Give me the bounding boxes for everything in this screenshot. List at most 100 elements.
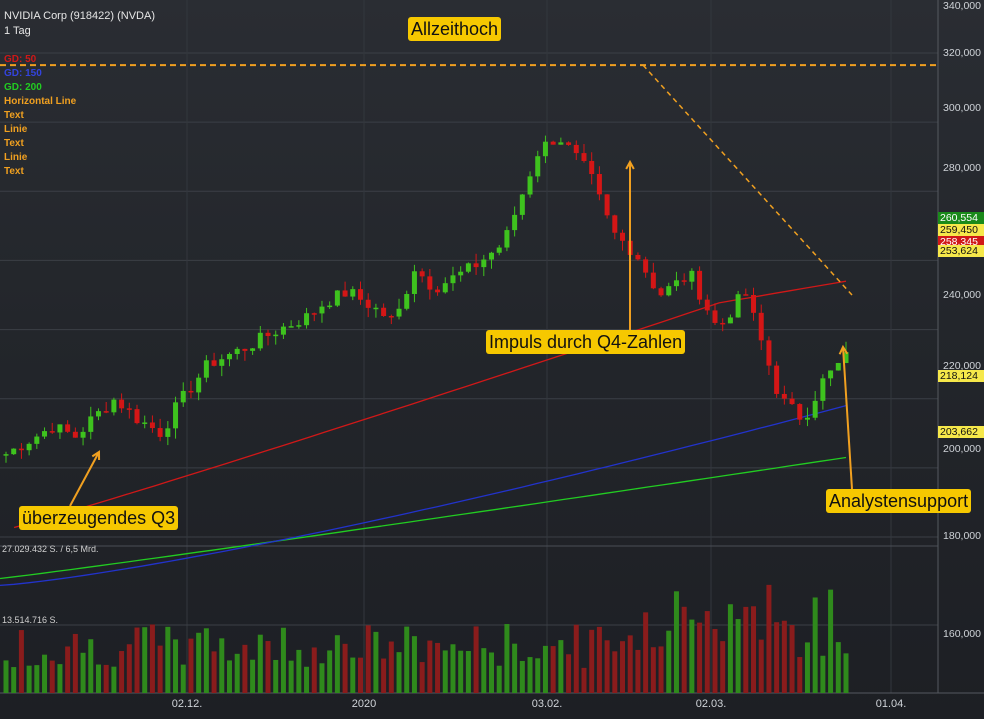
volume-bar bbox=[489, 652, 495, 693]
candle-body bbox=[604, 194, 610, 216]
volume-bar bbox=[828, 589, 834, 693]
volume-bar bbox=[512, 643, 518, 693]
price-tick: 320,000 bbox=[943, 47, 981, 59]
volume-bar bbox=[673, 591, 679, 693]
legend-text[interactable]: Text bbox=[4, 166, 24, 177]
impulse-arrow-head bbox=[625, 159, 635, 170]
candle-body bbox=[250, 348, 256, 351]
candle-body bbox=[173, 402, 179, 429]
legend-sma50[interactable]: GD: 50 bbox=[4, 54, 37, 65]
volume-bar bbox=[280, 627, 286, 693]
candle-body bbox=[704, 299, 710, 311]
candle-body bbox=[735, 294, 741, 318]
legend-sma200[interactable]: GD: 200 bbox=[4, 82, 42, 93]
volume-bar bbox=[519, 660, 525, 693]
legend-horizontal-line[interactable]: Horizontal Line bbox=[4, 96, 77, 107]
candle-body bbox=[781, 393, 787, 399]
volume-bar bbox=[789, 625, 795, 693]
candle-body bbox=[26, 443, 32, 451]
volume-bar bbox=[843, 653, 849, 693]
candle-body bbox=[357, 289, 363, 300]
candle-body bbox=[519, 194, 525, 215]
annotation-support[interactable]: Analystensupport bbox=[826, 489, 972, 513]
volume-bar bbox=[504, 624, 510, 693]
q3-arrow-head bbox=[91, 450, 101, 461]
annotation-ath[interactable]: Allzeithoch bbox=[408, 17, 502, 41]
candle-body bbox=[804, 417, 810, 420]
price-tick: 300,000 bbox=[943, 102, 981, 114]
legend-text[interactable]: Text bbox=[4, 110, 24, 121]
volume-bar bbox=[820, 655, 826, 693]
candle-body bbox=[589, 160, 595, 175]
volume-bar bbox=[126, 644, 132, 693]
candle-body bbox=[219, 359, 225, 366]
sma200-line bbox=[0, 456, 847, 580]
volume-bar bbox=[95, 664, 101, 693]
candle-body bbox=[65, 424, 71, 432]
volume-bar bbox=[57, 664, 63, 693]
candle-body bbox=[581, 153, 587, 161]
volume-bar bbox=[697, 622, 703, 693]
volume-bar bbox=[427, 640, 433, 693]
volume-bar bbox=[527, 657, 533, 693]
candle-body bbox=[843, 352, 849, 364]
volume-bar bbox=[350, 657, 356, 693]
sma150-line bbox=[0, 404, 847, 587]
candle-body bbox=[620, 232, 626, 241]
volume-bar bbox=[304, 666, 310, 693]
volume-bar bbox=[550, 646, 556, 693]
volume-bar bbox=[34, 665, 40, 693]
volume-bar bbox=[234, 653, 240, 693]
legend-sma150[interactable]: GD: 150 bbox=[4, 68, 42, 79]
candle-body bbox=[49, 431, 55, 433]
candle-body bbox=[697, 270, 703, 300]
candle-body bbox=[712, 310, 718, 323]
volume-bar bbox=[766, 584, 772, 693]
legend-line[interactable]: Linie bbox=[4, 152, 28, 163]
candle-body bbox=[42, 431, 48, 437]
candle-body bbox=[134, 409, 140, 424]
candle-body bbox=[458, 271, 464, 276]
volume-bar bbox=[381, 658, 387, 693]
candle-body bbox=[435, 289, 441, 293]
candle-body bbox=[542, 141, 548, 157]
candle-body bbox=[612, 215, 618, 233]
volume-bar bbox=[296, 649, 302, 693]
candle-body bbox=[80, 431, 86, 438]
candle-body bbox=[635, 254, 641, 260]
candle-body bbox=[442, 283, 448, 293]
legend-line[interactable]: Linie bbox=[4, 124, 28, 135]
volume-bar bbox=[396, 652, 402, 693]
volume-bar bbox=[273, 659, 279, 693]
volume-bar bbox=[72, 633, 78, 693]
candle-body bbox=[566, 142, 572, 145]
price-tick: 200,000 bbox=[943, 443, 981, 455]
support-arrow-head bbox=[838, 344, 849, 355]
candle-body bbox=[673, 280, 679, 287]
volume-bar bbox=[404, 626, 410, 693]
volume-bar bbox=[311, 647, 317, 693]
support-arrow bbox=[842, 346, 853, 490]
volume-bar bbox=[157, 645, 163, 693]
candle-body bbox=[535, 156, 541, 177]
candle-body bbox=[280, 326, 286, 335]
volume-bar bbox=[3, 660, 9, 693]
volume-bar bbox=[751, 606, 757, 693]
volume-bar bbox=[627, 635, 633, 693]
candle-body bbox=[550, 141, 556, 145]
candle-body bbox=[411, 271, 417, 294]
volume-bar bbox=[203, 628, 209, 693]
candle-body bbox=[165, 428, 171, 437]
volume-bar bbox=[342, 643, 348, 693]
volume-bar bbox=[257, 634, 263, 693]
legend-text[interactable]: Text bbox=[4, 138, 24, 149]
volume-bar bbox=[211, 651, 217, 693]
annotation-impulse[interactable]: Impuls durch Q4-Zahlen bbox=[486, 330, 686, 354]
annotation-q3[interactable]: überzeugendes Q3 bbox=[19, 506, 179, 530]
date-tick: 02.12. bbox=[171, 698, 203, 710]
volume-bar bbox=[496, 665, 502, 693]
candle-body bbox=[573, 144, 579, 154]
sma150-price-tag: 218,124 bbox=[938, 370, 984, 382]
volume-bar bbox=[812, 597, 818, 693]
